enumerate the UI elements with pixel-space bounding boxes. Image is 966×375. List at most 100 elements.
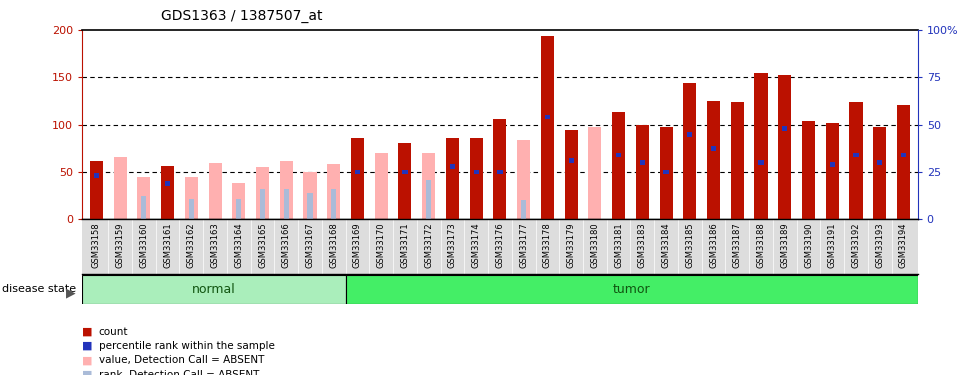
- Bar: [346, 274, 918, 304]
- Bar: [564, 130, 578, 219]
- Text: GSM33174: GSM33174: [471, 222, 481, 268]
- Text: GSM33171: GSM33171: [401, 222, 410, 268]
- Bar: [826, 123, 838, 219]
- Text: GSM33185: GSM33185: [685, 222, 695, 268]
- Bar: [877, 160, 882, 165]
- Bar: [639, 160, 645, 165]
- Bar: [588, 127, 602, 219]
- Text: GSM33161: GSM33161: [163, 222, 172, 268]
- Text: GSM33181: GSM33181: [614, 222, 623, 268]
- Bar: [541, 36, 554, 219]
- Text: ■: ■: [82, 327, 93, 337]
- Bar: [355, 170, 360, 174]
- Text: GSM33192: GSM33192: [851, 222, 861, 268]
- Bar: [616, 153, 621, 158]
- Text: GSM33177: GSM33177: [519, 222, 528, 268]
- Bar: [94, 174, 99, 178]
- Bar: [307, 193, 313, 219]
- Text: GSM33172: GSM33172: [424, 222, 433, 268]
- Text: GSM33166: GSM33166: [282, 222, 291, 268]
- Bar: [545, 115, 550, 120]
- Bar: [711, 146, 716, 151]
- Bar: [209, 163, 221, 219]
- Text: GSM33180: GSM33180: [590, 222, 599, 268]
- Bar: [494, 119, 506, 219]
- Text: normal: normal: [192, 283, 236, 296]
- Text: GSM33169: GSM33169: [353, 222, 362, 268]
- Text: count: count: [99, 327, 128, 337]
- Text: GSM33178: GSM33178: [543, 222, 552, 268]
- Bar: [351, 138, 364, 219]
- Text: GSM33176: GSM33176: [496, 222, 504, 268]
- Text: GSM33179: GSM33179: [567, 222, 576, 268]
- Bar: [137, 177, 151, 219]
- Bar: [232, 183, 245, 219]
- Text: GSM33162: GSM33162: [186, 222, 196, 268]
- Text: GSM33158: GSM33158: [92, 222, 100, 268]
- Text: GSM33159: GSM33159: [116, 222, 125, 268]
- Text: GSM33164: GSM33164: [235, 222, 243, 268]
- Text: GSM33167: GSM33167: [305, 222, 315, 268]
- Bar: [901, 153, 906, 158]
- Bar: [256, 167, 270, 219]
- Bar: [497, 170, 502, 174]
- Bar: [280, 160, 293, 219]
- Text: tumor: tumor: [612, 283, 650, 296]
- Bar: [896, 105, 910, 219]
- Text: GSM33190: GSM33190: [804, 222, 813, 268]
- Bar: [165, 181, 170, 186]
- Text: GSM33188: GSM33188: [756, 222, 765, 268]
- Text: ▶: ▶: [66, 286, 75, 299]
- Bar: [446, 138, 459, 219]
- Bar: [569, 158, 574, 163]
- Bar: [660, 127, 672, 219]
- Bar: [284, 189, 289, 219]
- Text: GSM33191: GSM33191: [828, 222, 837, 268]
- Bar: [422, 153, 436, 219]
- Text: GSM33189: GSM33189: [781, 222, 789, 268]
- Bar: [331, 189, 336, 219]
- Bar: [327, 164, 340, 219]
- Bar: [853, 153, 859, 158]
- Text: disease state: disease state: [2, 285, 76, 294]
- Bar: [473, 170, 479, 174]
- Bar: [303, 172, 317, 219]
- Text: GSM33168: GSM33168: [329, 222, 338, 268]
- Bar: [185, 177, 198, 219]
- Bar: [779, 75, 791, 219]
- Bar: [683, 117, 696, 219]
- Bar: [521, 200, 526, 219]
- Text: GDS1363 / 1387507_at: GDS1363 / 1387507_at: [160, 9, 323, 23]
- Bar: [782, 126, 787, 131]
- Bar: [375, 153, 387, 219]
- Text: GSM33165: GSM33165: [258, 222, 267, 268]
- Bar: [612, 112, 625, 219]
- Bar: [730, 102, 744, 219]
- Bar: [114, 157, 127, 219]
- Text: value, Detection Call = ABSENT: value, Detection Call = ABSENT: [99, 356, 264, 365]
- Bar: [683, 83, 696, 219]
- Bar: [469, 138, 483, 219]
- Text: GSM33184: GSM33184: [662, 222, 670, 268]
- Text: ■: ■: [82, 356, 93, 365]
- Bar: [398, 142, 412, 219]
- Bar: [236, 198, 242, 219]
- Bar: [450, 164, 455, 169]
- Bar: [517, 140, 530, 219]
- Bar: [141, 196, 147, 219]
- Bar: [754, 73, 768, 219]
- Bar: [664, 170, 668, 174]
- Text: GSM33163: GSM33163: [211, 222, 219, 268]
- Text: GSM33193: GSM33193: [875, 222, 884, 268]
- Bar: [707, 101, 720, 219]
- Text: GSM33170: GSM33170: [377, 222, 385, 268]
- Bar: [758, 160, 764, 165]
- Bar: [403, 170, 408, 174]
- Text: GSM33187: GSM33187: [733, 222, 742, 268]
- Text: GSM33194: GSM33194: [899, 222, 908, 268]
- Text: GSM33183: GSM33183: [638, 222, 647, 268]
- Text: ■: ■: [82, 341, 93, 351]
- Text: GSM33173: GSM33173: [448, 222, 457, 268]
- Bar: [82, 274, 346, 304]
- Bar: [830, 162, 835, 167]
